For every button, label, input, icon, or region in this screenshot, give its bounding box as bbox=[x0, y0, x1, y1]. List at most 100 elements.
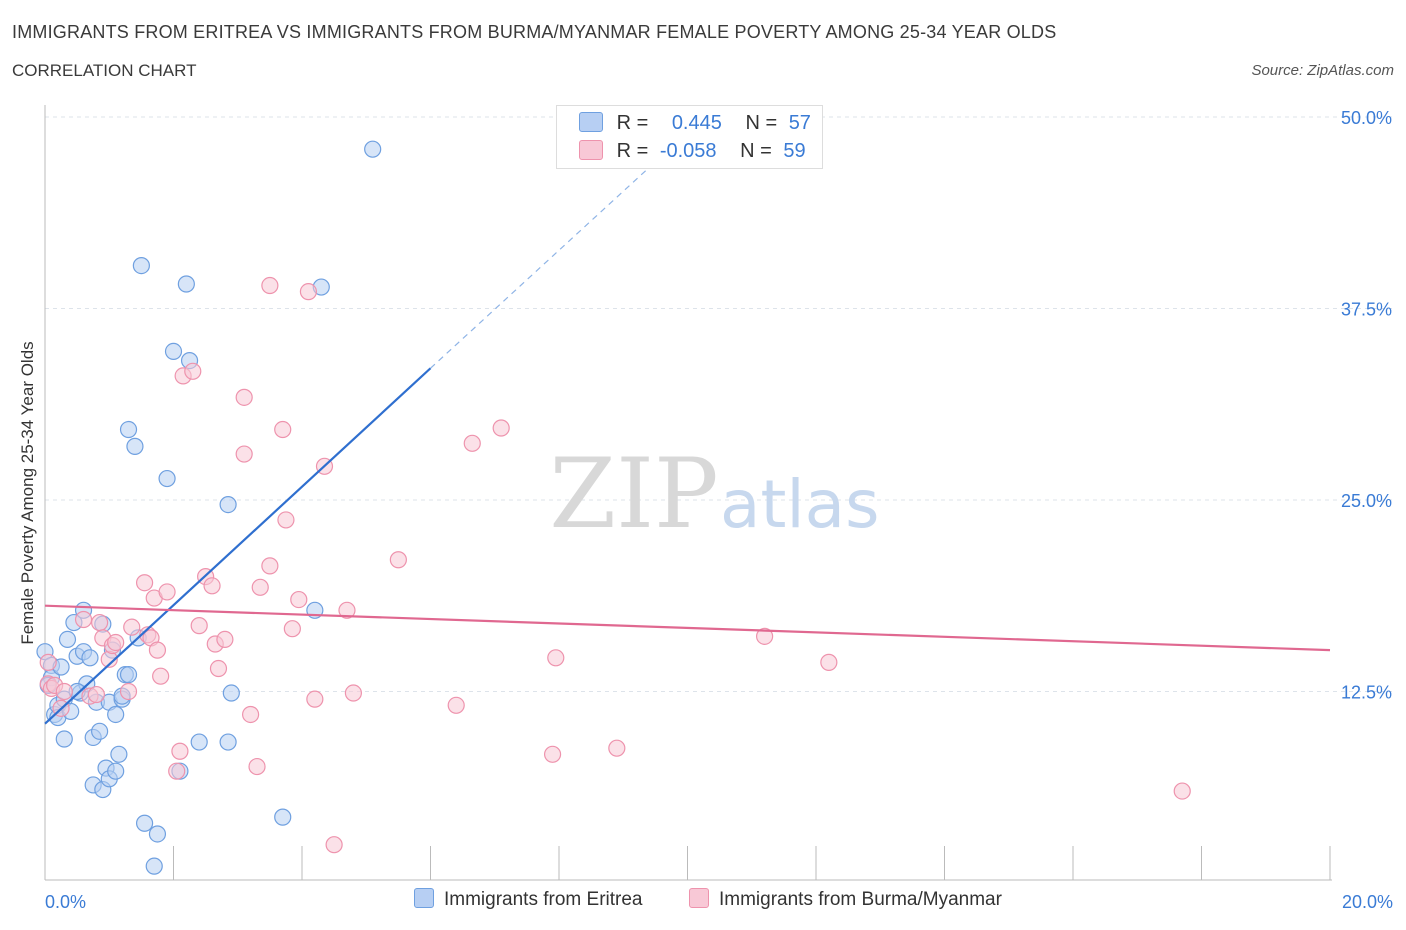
burma-point bbox=[87, 685, 106, 704]
burma-point bbox=[447, 696, 465, 714]
burma-point bbox=[242, 705, 260, 724]
eritrea-point bbox=[119, 420, 138, 439]
eritrea-swatch bbox=[579, 112, 603, 132]
eritrea-point bbox=[274, 808, 292, 826]
burma-point bbox=[209, 659, 228, 678]
n-value-burma: 59 bbox=[783, 140, 806, 162]
r-label: R = bbox=[616, 140, 649, 162]
eritrea-trend-line bbox=[44, 367, 432, 725]
burma-point bbox=[543, 745, 562, 763]
tick-labels: 50.0% 37.5% 25.0% 12.5% 0.0% 20.0% bbox=[45, 108, 1393, 912]
x-tick-label: 0.0% bbox=[45, 892, 86, 912]
r-value-eritrea: 0.445 bbox=[671, 112, 722, 134]
eritrea-point bbox=[135, 814, 154, 832]
burma-point bbox=[261, 557, 279, 575]
trend-lines bbox=[44, 131, 1331, 725]
n-label: N = bbox=[740, 140, 772, 162]
burma-point bbox=[820, 653, 838, 671]
burma-point bbox=[135, 574, 154, 592]
chart-title: IMMIGRANTS FROM ERITREA VS IMMIGRANTS FR… bbox=[12, 22, 1057, 42]
r-value-burma: -0.058 bbox=[659, 140, 717, 162]
burma-point bbox=[235, 445, 253, 463]
burma-point bbox=[123, 618, 141, 636]
eritrea-point bbox=[190, 733, 208, 751]
burma-point bbox=[283, 620, 301, 638]
axes bbox=[44, 105, 1332, 881]
burma-point bbox=[463, 434, 481, 452]
stats-legend: R = 0.445 N = 57 R = -0.058 N = 59 bbox=[556, 105, 823, 169]
y-axis-label: Female Poverty Among 25-34 Year Olds bbox=[18, 341, 37, 645]
burma-swatch bbox=[579, 140, 603, 160]
y-tick-label: 12.5% bbox=[1341, 683, 1392, 703]
burma-point bbox=[74, 610, 93, 629]
eritrea-point bbox=[364, 140, 382, 158]
stats-legend-row-burma: R = -0.058 N = 59 bbox=[579, 140, 806, 166]
y-tick-label: 50.0% bbox=[1341, 108, 1392, 128]
burma-point bbox=[235, 388, 253, 406]
eritrea-point bbox=[91, 722, 109, 740]
burma-point bbox=[325, 836, 343, 854]
burma-point bbox=[119, 682, 138, 701]
burma-point bbox=[277, 511, 295, 529]
eritrea-point bbox=[110, 745, 128, 763]
series-eritrea-points bbox=[36, 140, 382, 875]
eritrea-point bbox=[81, 649, 99, 667]
burma-point bbox=[55, 682, 73, 701]
eritrea-trend-extension bbox=[430, 131, 688, 369]
burma-point bbox=[547, 649, 565, 667]
burma-point bbox=[248, 757, 266, 776]
burma-point bbox=[261, 276, 279, 295]
n-value-eritrea: 57 bbox=[788, 112, 811, 134]
watermark-zip: ZIP bbox=[549, 438, 718, 550]
eritrea-point bbox=[148, 825, 167, 843]
burma-point bbox=[344, 684, 362, 702]
eritrea-point bbox=[107, 705, 125, 724]
burma-point bbox=[338, 601, 356, 619]
eritrea-point bbox=[126, 437, 144, 455]
legend-label-burma: Immigrants from Burma/Myanmar bbox=[719, 889, 1002, 910]
eritrea-legend-swatch bbox=[414, 888, 434, 908]
burma-point bbox=[148, 641, 167, 659]
burma-point bbox=[251, 578, 269, 596]
legend-label-eritrea: Immigrants from Eritrea bbox=[444, 889, 643, 910]
y-tick-label: 25.0% bbox=[1341, 491, 1392, 511]
eritrea-point bbox=[177, 275, 195, 293]
burma-point bbox=[39, 653, 57, 671]
x-tick-label: 20.0% bbox=[1342, 892, 1393, 912]
burma-point bbox=[171, 742, 189, 760]
burma-point bbox=[492, 419, 510, 437]
burma-point bbox=[755, 627, 774, 645]
watermark-atlas: atlas bbox=[720, 466, 880, 543]
burma-point bbox=[216, 630, 234, 649]
eritrea-point bbox=[55, 730, 73, 748]
eritrea-point bbox=[219, 495, 237, 514]
eritrea-point bbox=[132, 257, 150, 275]
eritrea-point bbox=[164, 342, 183, 360]
legend-item-eritrea: Immigrants from Eritrea bbox=[414, 888, 642, 911]
burma-point bbox=[389, 551, 407, 569]
burma-point bbox=[91, 613, 109, 632]
eritrea-point bbox=[219, 733, 237, 751]
burma-point bbox=[203, 577, 221, 595]
burma-trend-line bbox=[44, 604, 1331, 652]
burma-point bbox=[274, 420, 292, 439]
stats-legend-row-eritrea: R = 0.445 N = 57 bbox=[579, 112, 811, 138]
eritrea-point bbox=[119, 666, 138, 684]
burma-point bbox=[190, 617, 208, 635]
eritrea-point bbox=[222, 684, 240, 702]
eritrea-point bbox=[58, 630, 77, 649]
y-tick-label: 37.5% bbox=[1341, 300, 1392, 320]
r-label: R = bbox=[616, 112, 649, 134]
eritrea-point bbox=[158, 469, 176, 488]
source-credit: Source: ZipAtlas.com bbox=[1251, 62, 1394, 79]
burma-point bbox=[168, 762, 186, 780]
watermark: ZIP atlas bbox=[549, 438, 879, 550]
n-label: N = bbox=[745, 112, 778, 134]
burma-legend-swatch bbox=[689, 888, 709, 908]
burma-point bbox=[290, 590, 308, 609]
burma-point bbox=[1173, 782, 1191, 800]
series-burma-points bbox=[39, 276, 1191, 854]
burma-point bbox=[158, 583, 176, 601]
burma-point bbox=[608, 739, 626, 757]
